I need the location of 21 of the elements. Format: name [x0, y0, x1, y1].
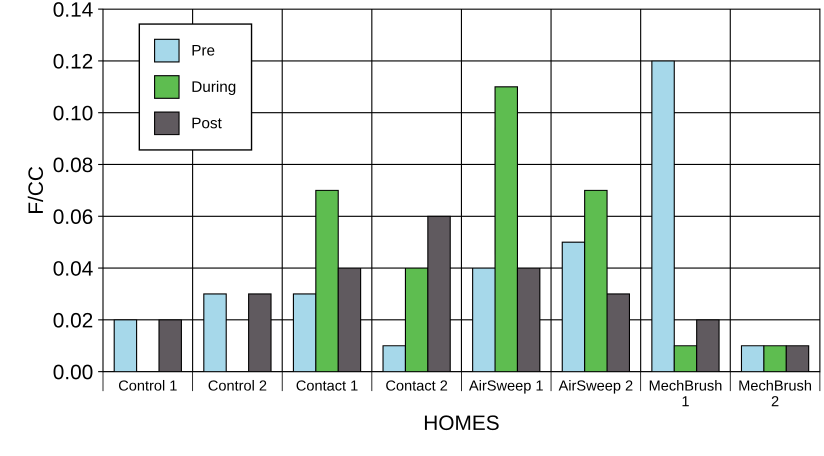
x-tick-label: AirSweep 1 [468, 380, 543, 394]
legend-label: Pre [192, 44, 214, 56]
legend-label: During [192, 80, 236, 96]
y-tick-label: 0.06 [54, 209, 92, 224]
x-tick-label: AirSweep 2 [558, 380, 632, 394]
y-axis-title: F/CC [28, 166, 44, 213]
y-tick-label: 0.02 [54, 312, 92, 328]
x-tick-label: MechBrush 1 [650, 380, 722, 406]
x-tick-label: MechBrush 2 [739, 380, 812, 406]
y-tick-label: 0.12 [54, 54, 92, 69]
x-tick-label: Control 1 [118, 380, 177, 391]
y-tick-label: 0.10 [54, 106, 92, 120]
y-tick-label: 0.08 [54, 157, 92, 172]
x-axis-title: HOMES [424, 415, 499, 430]
y-tick-label: 0.00 [54, 364, 92, 380]
x-tick-label: Contact 1 [296, 380, 358, 391]
y-tick-label: 0.14 [54, 2, 93, 17]
x-tick-label: Control 2 [208, 380, 266, 391]
y-tick-label: 0.04 [54, 261, 93, 276]
x-tick-label: Contact 2 [386, 380, 448, 391]
legend-label: Post [192, 118, 222, 128]
